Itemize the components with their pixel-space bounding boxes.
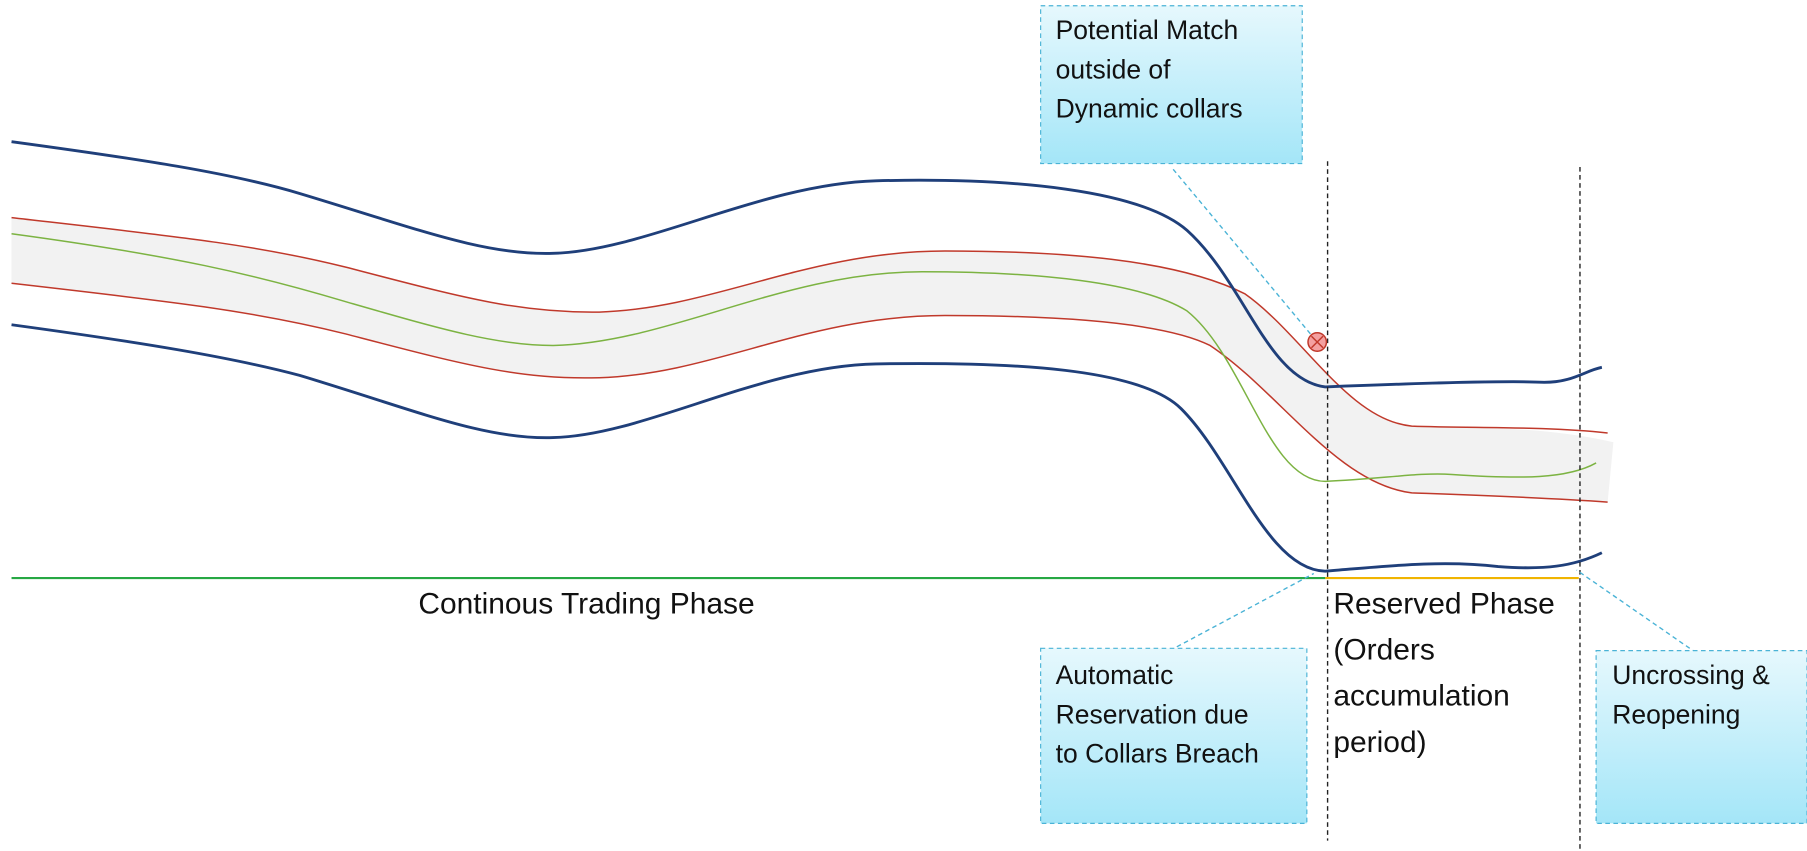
- leader-line: [1172, 168, 1318, 343]
- lower-red-line: [11, 282, 1608, 503]
- phase-label: Reserved Phase: [1333, 588, 1554, 621]
- callout-text: Reopening: [1612, 699, 1740, 729]
- callout-text: Reservation due: [1056, 699, 1249, 729]
- callout-text: Automatic: [1056, 660, 1174, 690]
- callout-box: [1040, 5, 1303, 165]
- callout-text: Potential Match: [1056, 15, 1239, 45]
- leader-line: [1169, 572, 1315, 652]
- callout-text: Dynamic collars: [1056, 94, 1243, 124]
- leader-line: [1576, 569, 1697, 654]
- price-band: [11, 217, 1614, 503]
- match-marker: [1307, 332, 1328, 352]
- upper-red-line: [11, 216, 1608, 434]
- callout-text: outside of: [1056, 54, 1172, 84]
- upper-collar: [11, 140, 1603, 389]
- phase-label: (Orders: [1333, 634, 1435, 667]
- lower-collar: [11, 323, 1603, 573]
- callout-box: [1595, 650, 1807, 824]
- green-price-line: [11, 233, 1597, 483]
- callout-text: to Collars Breach: [1056, 738, 1259, 768]
- phase-label: Continous Trading Phase: [418, 588, 754, 621]
- phase-label: accumulation: [1333, 680, 1509, 713]
- callout-box: [1040, 647, 1308, 824]
- labels: Potential Match outside of Dynamic collars…: [418, 15, 1770, 768]
- callout-text: Uncrossing &: [1612, 660, 1770, 690]
- phase-label: period): [1333, 726, 1426, 759]
